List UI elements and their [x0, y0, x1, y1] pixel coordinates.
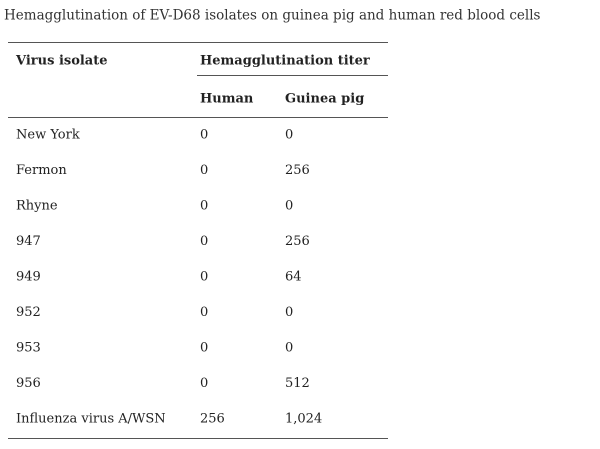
- table-title: Hemagglutination of EV-D68 isolates on g…: [4, 8, 541, 24]
- human-titer: 0: [200, 341, 208, 356]
- human-titer: 0: [200, 163, 208, 178]
- guinea-pig-titer: 0: [285, 199, 293, 214]
- human-titer: 0: [200, 376, 208, 391]
- virus-isolate: Influenza virus A/WSN: [16, 412, 166, 427]
- human-titer: 0: [200, 128, 208, 143]
- guinea-pig-titer: 0: [285, 128, 293, 143]
- subheader: Guinea pig: [285, 92, 364, 107]
- virus-isolate: Fermon: [16, 163, 67, 178]
- guinea-pig-titer: 512: [285, 376, 310, 391]
- virus-isolate: 949: [16, 270, 41, 285]
- virus-isolate: New York: [16, 128, 80, 143]
- guinea-pig-titer: 256: [285, 163, 310, 178]
- virus-isolate: 953: [16, 341, 41, 356]
- human-titer: 256: [200, 412, 225, 427]
- human-titer: 0: [200, 270, 208, 285]
- group-header: Hemagglutination titer: [200, 54, 370, 69]
- guinea-pig-titer: 64: [285, 270, 302, 285]
- column-header: Virus isolate: [15, 54, 108, 69]
- virus-isolate: 952: [16, 305, 41, 320]
- human-titer: 0: [200, 305, 208, 320]
- virus-isolate: 956: [16, 376, 41, 391]
- virus-isolate: 947: [16, 234, 41, 249]
- guinea-pig-titer: 1,024: [285, 412, 322, 427]
- guinea-pig-titer: 0: [285, 305, 293, 320]
- human-titer: 0: [200, 234, 208, 249]
- guinea-pig-titer: 0: [285, 341, 293, 356]
- subheader: Human: [200, 92, 254, 107]
- human-titer: 0: [200, 199, 208, 214]
- virus-isolate: Rhyne: [16, 199, 58, 214]
- guinea-pig-titer: 256: [285, 234, 310, 249]
